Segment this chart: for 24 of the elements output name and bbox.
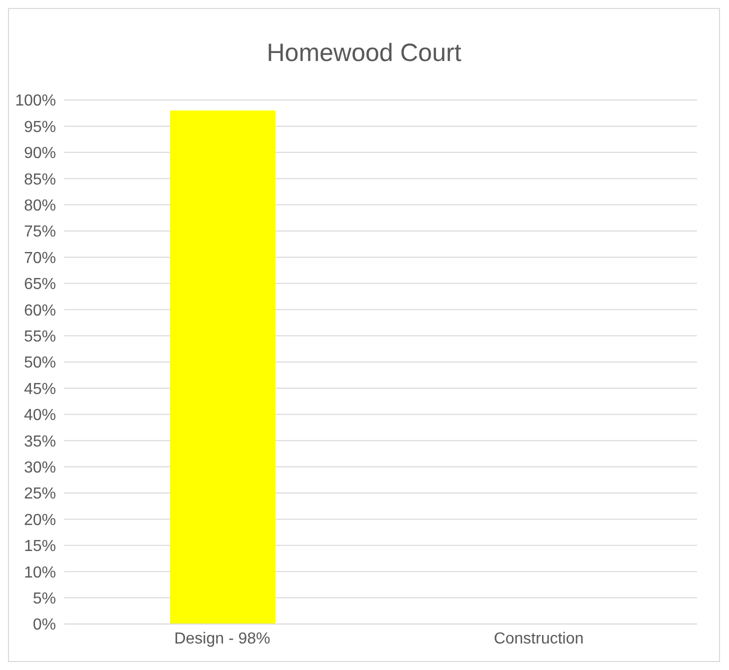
y-tick-label: 35% xyxy=(24,433,56,450)
y-tick-label: 5% xyxy=(32,590,56,608)
chart-title: Homewood Court xyxy=(266,38,462,69)
y-tick-label: 20% xyxy=(24,512,56,529)
y-tick-label: 60% xyxy=(24,302,56,320)
x-tick-label: Construction xyxy=(494,630,584,648)
y-tick-label: 0% xyxy=(32,616,56,634)
y-tick-label: 65% xyxy=(24,276,56,294)
y-tick-label: 15% xyxy=(24,538,56,556)
y-tick-label: 45% xyxy=(24,380,56,398)
y-tick-label: 80% xyxy=(24,197,56,214)
y-tick-label: 10% xyxy=(24,564,56,582)
y-tick-label: 85% xyxy=(24,171,56,188)
y-tick-label: 50% xyxy=(24,354,56,372)
y-tick-label: 30% xyxy=(24,459,56,476)
y-tick-label: 95% xyxy=(24,118,56,136)
y-tick-label: 75% xyxy=(24,224,56,241)
y-tick-label: 70% xyxy=(24,250,56,267)
y-tick-label: 25% xyxy=(24,486,56,503)
y-tick-label: 40% xyxy=(24,407,56,424)
y-tick-label: 90% xyxy=(24,145,56,162)
y-tick-label: 55% xyxy=(24,328,56,346)
x-tick-label: Design - 98% xyxy=(174,630,270,648)
y-tick-label: 100% xyxy=(15,92,56,110)
